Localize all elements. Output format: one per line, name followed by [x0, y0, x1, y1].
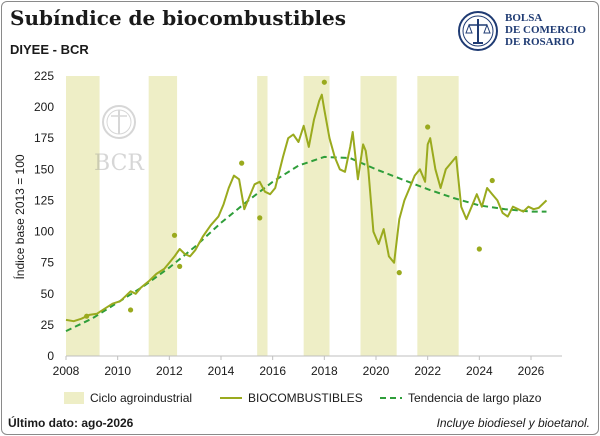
cycle-band-3 [303, 76, 330, 356]
x-tick-label: 2014 [208, 364, 235, 378]
y-tick-label: 225 [34, 69, 54, 83]
bcr-seal-icon [458, 11, 498, 51]
y-tick-label: 0 [47, 349, 54, 363]
logo-line-2: DE COMERCIO [505, 24, 586, 36]
legend-label-band: Ciclo agroindustrial [90, 391, 192, 405]
x-tick-label: 2010 [104, 364, 131, 378]
x-tick-label: 2018 [311, 364, 338, 378]
y-axis-label: Índice base 2013 = 100 [12, 154, 27, 279]
chart-title: Subíndice de biocombustibles [10, 6, 347, 30]
x-tick-label: 2022 [414, 364, 441, 378]
cycle-band-4 [360, 76, 397, 356]
y-tick-label: 175 [34, 131, 54, 145]
legend-swatch-band [64, 392, 84, 404]
last-data-note: Último dato: ago-2026 [8, 416, 134, 430]
biocombustibles-line [65, 93, 548, 323]
footer-note: Incluye biodiesel y bioetanol. [436, 416, 590, 430]
series-dot [476, 246, 482, 252]
series-dot [177, 263, 183, 269]
bcr-watermark: BCR [94, 105, 145, 176]
chart-source: DIYEE - BCR [10, 42, 89, 57]
series-dot [257, 215, 263, 221]
series-dot [127, 307, 134, 313]
bcr-logo: BOLSA DE COMERCIO DE ROSARIO [457, 10, 597, 52]
x-tick-label: 2020 [363, 364, 390, 378]
y-tick-label: 125 [34, 193, 54, 207]
series-dot [489, 177, 495, 184]
logo-line-3: DE ROSARIO [505, 36, 575, 48]
logo-line-1: BOLSA [505, 12, 543, 24]
cycle-band-5 [417, 76, 459, 356]
x-tick-label: 2012 [156, 364, 183, 378]
cycle-band-1 [148, 76, 178, 356]
series-dots [84, 79, 495, 319]
legend-label-trend: Tendencia de largo plazo [408, 391, 542, 405]
x-tick-label: 2008 [53, 364, 80, 378]
axes: 0 25 50 75 100 125 150 175 200 225 2008 2010 2012 201… [34, 69, 562, 378]
y-tick-label: 200 [34, 100, 54, 114]
series-dot [396, 270, 402, 276]
series-dot [84, 313, 90, 319]
biocombustibles-series [65, 93, 548, 323]
logo-text: BOLSA DE COMERCIO DE ROSARIO [505, 12, 586, 48]
cycle-band-0 [66, 76, 100, 356]
cycle-band-2 [257, 76, 268, 356]
y-tick-label: 100 [34, 225, 54, 239]
series-dot [321, 79, 327, 85]
x-tick-label: 2016 [259, 364, 286, 378]
legend: Ciclo agroindustrial BIOCOMBUSTIBLES Ten… [64, 391, 542, 405]
y-tick-label: 150 [34, 162, 54, 176]
y-tick-label: 25 [41, 318, 55, 332]
watermark-text: BCR [94, 151, 145, 176]
x-tick-label: 2024 [466, 364, 493, 378]
series-dot [171, 232, 178, 238]
series-dot [425, 124, 431, 130]
legend-label-series: BIOCOMBUSTIBLES [248, 391, 363, 405]
cycle-bands [66, 76, 459, 356]
y-tick-label: 75 [41, 256, 55, 270]
series-dot [239, 160, 245, 166]
x-tick-label: 2026 [518, 364, 545, 378]
y-tick-label: 50 [41, 287, 55, 301]
